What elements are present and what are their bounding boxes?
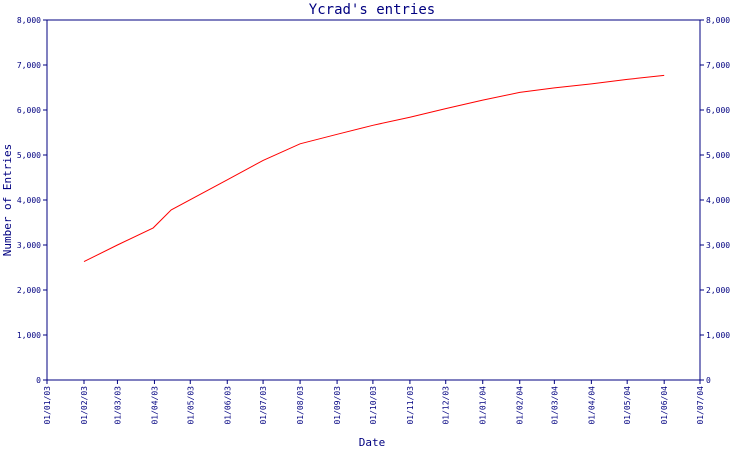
x-tick-label: 01/02/04 (516, 386, 525, 425)
plot-border (46, 19, 701, 381)
x-axis: 01/01/03 01/02/03 01/03/03 01/04/03 01/05/03… (43, 380, 705, 425)
x-tick-label: 01/10/03 (369, 386, 378, 425)
chart-title: Ycrad's entries (309, 2, 435, 18)
y-tick-label-right: 1,000 (706, 331, 730, 340)
x-tick-label: 01/12/03 (442, 386, 451, 425)
y-tick-label-left: 3,000 (17, 241, 41, 250)
y-tick-label-left: 1,000 (17, 331, 41, 340)
x-axis-label: Date (359, 436, 386, 449)
y-tick-label-left: 2,000 (17, 286, 41, 295)
x-tick-label: 01/07/03 (259, 386, 268, 425)
x-tick-label: 01/02/03 (80, 386, 89, 425)
x-tick-label: 01/01/04 (479, 386, 488, 425)
y-tick-label-right: 0 (706, 376, 711, 385)
y-tick-label-right: 6,000 (706, 106, 730, 115)
y-tick-label-right: 3,000 (706, 241, 730, 250)
y-tick-label-right: 8,000 (706, 16, 730, 25)
x-tick-label: 01/11/03 (406, 386, 415, 425)
y-tick-label-right: 5,000 (706, 151, 730, 160)
x-tick-label: 01/09/03 (333, 386, 342, 425)
x-tick-label: 01/03/03 (113, 386, 122, 425)
x-tick-label: 01/05/03 (186, 386, 195, 425)
y-axis-label: Number of Entries (1, 144, 14, 257)
x-tick-label: 01/01/03 (43, 386, 52, 425)
y-tick-label-left: 8,000 (17, 16, 41, 25)
y-tick-label-right: 4,000 (706, 196, 730, 205)
series-line (83, 74, 665, 263)
y-tick-label-left: 0 (36, 376, 41, 385)
y-tick-label-left: 4,000 (17, 196, 41, 205)
y-axis-left: 0 1,000 2,000 3,000 4,000 5,000 6,000 7,000 8,00… (17, 16, 47, 385)
x-tick-label: 01/06/03 (223, 386, 232, 425)
y-tick-label-left: 7,000 (17, 61, 41, 70)
y-axis-right: 0 1,000 2,000 3,000 4,000 5,000 6,000 7,000 8,00… (700, 16, 730, 385)
x-tick-label: 01/03/04 (550, 386, 559, 425)
x-tick-label: 01/05/04 (623, 386, 632, 425)
y-tick-label-left: 6,000 (17, 106, 41, 115)
x-tick-label: 01/07/04 (696, 386, 705, 425)
plot-frame (46, 19, 701, 381)
y-tick-label-right: 7,000 (706, 61, 730, 70)
y-tick-label-right: 2,000 (706, 286, 730, 295)
y-tick-label-left: 5,000 (17, 151, 41, 160)
x-tick-label: 01/04/03 (150, 386, 159, 425)
series-layer (83, 74, 665, 263)
x-tick-label: 01/04/04 (587, 386, 596, 425)
x-tick-label: 01/06/04 (660, 386, 669, 425)
x-tick-label: 01/08/03 (296, 386, 305, 425)
